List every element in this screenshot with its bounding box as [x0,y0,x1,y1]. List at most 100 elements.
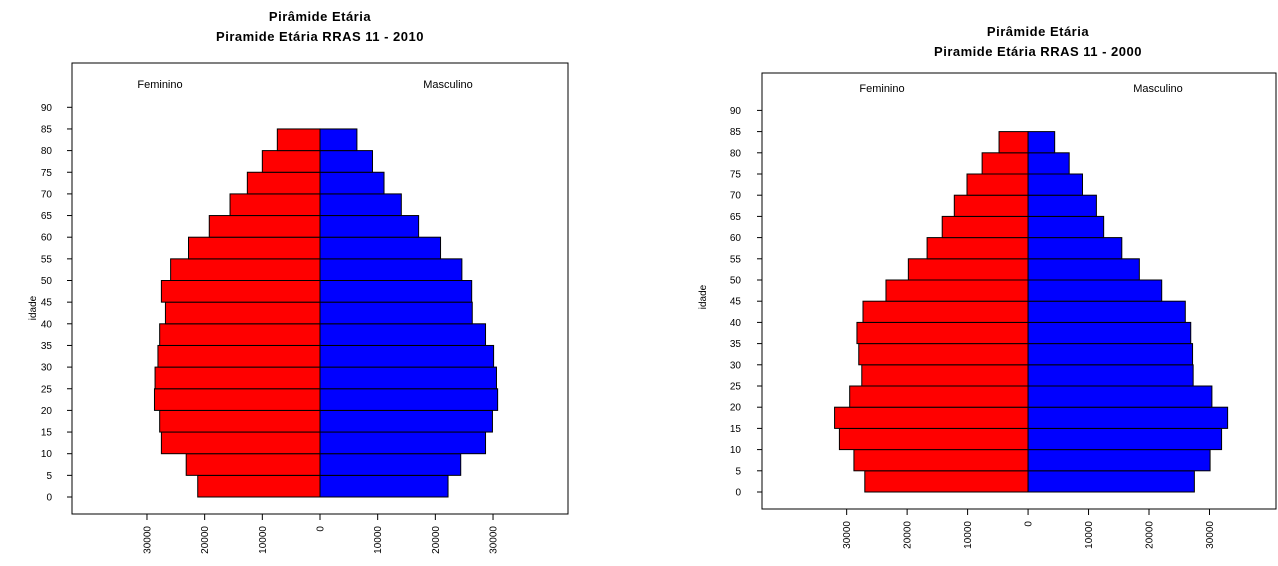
y-tick-label: 20 [41,406,53,417]
y-tick-label: 60 [41,233,53,244]
x-tick-label: 10000 [963,521,974,549]
y-tick-label: 10 [730,445,742,456]
bar-masculino-40 [319,301,473,325]
chart-title: Pirâmide Etária [987,24,1089,39]
bar-feminino-75 [981,152,1029,175]
y-tick-label: 30 [41,363,53,374]
bar-feminino-40 [164,301,321,325]
bar-feminino-5 [853,449,1029,472]
bar-masculino-45 [319,280,473,303]
y-tick-label: 0 [46,493,52,504]
chart-subtitle: Piramide Etária RRAS 11 - 2000 [934,44,1142,59]
bar-feminino-65 [229,193,321,217]
x-tick-label: 30000 [842,521,853,549]
x-tick-label: 20000 [1145,521,1156,549]
plot-frame [761,72,1277,510]
bar-masculino-20 [1027,385,1213,408]
chart-subtitle: Piramide Etária RRAS 11 - 2010 [216,29,424,44]
bar-feminino-25 [154,366,321,390]
bar-masculino-70 [1027,173,1083,196]
left-group-label: Feminino [137,79,182,91]
bar-feminino-75 [261,150,321,173]
y-tick-label: 50 [730,276,742,287]
y-tick-label: 90 [41,103,53,114]
y-tick-label: 5 [46,471,52,482]
bar-feminino-25 [861,364,1029,387]
left-group-label: Feminino [859,83,904,95]
y-tick-label: 35 [41,341,53,352]
bar-feminino-65 [953,194,1029,217]
bar-feminino-45 [885,279,1029,302]
bar-masculino-10 [1027,427,1223,451]
x-tick-label: 30000 [1205,521,1216,549]
bar-feminino-45 [160,280,321,303]
y-tick-label: 75 [730,170,742,181]
bar-feminino-0 [197,474,321,498]
bar-masculino-50 [319,258,463,282]
bar-masculino-55 [1027,237,1123,260]
bar-feminino-30 [858,343,1029,366]
bar-masculino-25 [319,366,497,390]
y-axis-label: idade [698,284,709,309]
bar-masculino-80 [319,128,358,152]
bar-masculino-20 [319,388,499,411]
bar-masculino-15 [319,409,493,433]
y-tick-label: 50 [41,276,53,287]
bar-feminino-60 [941,215,1029,239]
y-tick-label: 55 [730,254,742,265]
y-tick-label: 80 [730,148,742,159]
bar-masculino-75 [1027,152,1070,175]
bars-group [153,128,499,498]
bar-feminino-70 [246,171,321,195]
y-tick-label: 35 [730,339,742,350]
x-tick-label: 10000 [1084,521,1095,549]
x-tick-label: 20000 [431,526,442,554]
y-tick-label: 45 [41,298,53,309]
bar-masculino-60 [1027,215,1105,239]
x-tick-label: 20000 [200,526,211,554]
bar-feminino-0 [864,470,1029,493]
bar-feminino-20 [153,388,321,411]
bar-feminino-15 [834,406,1029,429]
bar-feminino-70 [966,173,1029,196]
axes-group: 0 5 10 15 20 25 30 35 40 45 50 55 60 65 70 75 80 85 90 3000… [41,62,569,554]
y-tick-label: 15 [730,424,742,435]
bar-feminino-15 [159,409,321,433]
bar-masculino-5 [1027,449,1211,472]
y-tick-label: 10 [41,449,53,460]
bar-masculino-45 [1027,279,1163,302]
y-tick-label: 45 [730,297,742,308]
y-tick-label: 65 [41,211,53,222]
x-tick-label: 30000 [489,526,500,554]
bar-feminino-20 [849,385,1029,408]
y-tick-label: 40 [730,318,742,329]
chart-title: Pirâmide Etária [269,9,371,24]
y-tick-label: 70 [730,191,742,202]
y-tick-label: 80 [41,146,53,157]
bar-feminino-60 [208,215,321,238]
right-group-label: Masculino [423,79,473,91]
bar-masculino-0 [319,474,449,498]
y-tick-label: 55 [41,254,53,265]
bar-masculino-55 [319,236,442,260]
bar-masculino-25 [1027,364,1194,387]
bar-masculino-10 [319,431,487,455]
x-tick-label: 30000 [142,526,153,554]
bar-masculino-40 [1027,300,1186,323]
population-pyramid-2000: Pirâmide Etária Piramide Etária RRAS 11 … [680,0,1278,566]
y-tick-label: 20 [730,403,742,414]
bar-feminino-35 [856,321,1029,345]
population-pyramid-2010: Pirâmide Etária Piramide Etária RRAS 11 … [0,0,600,566]
bar-feminino-40 [862,300,1029,323]
right-group-label: Masculino [1133,83,1183,95]
bar-masculino-5 [319,453,462,476]
y-tick-label: 70 [41,189,53,200]
x-tick-label: 10000 [258,526,269,554]
bars-group [834,131,1229,493]
bar-feminino-50 [170,258,321,282]
bar-masculino-65 [1027,194,1097,217]
y-tick-label: 85 [730,127,742,138]
bar-masculino-65 [319,193,402,217]
bar-masculino-15 [1027,406,1229,429]
bar-feminino-10 [160,431,321,455]
